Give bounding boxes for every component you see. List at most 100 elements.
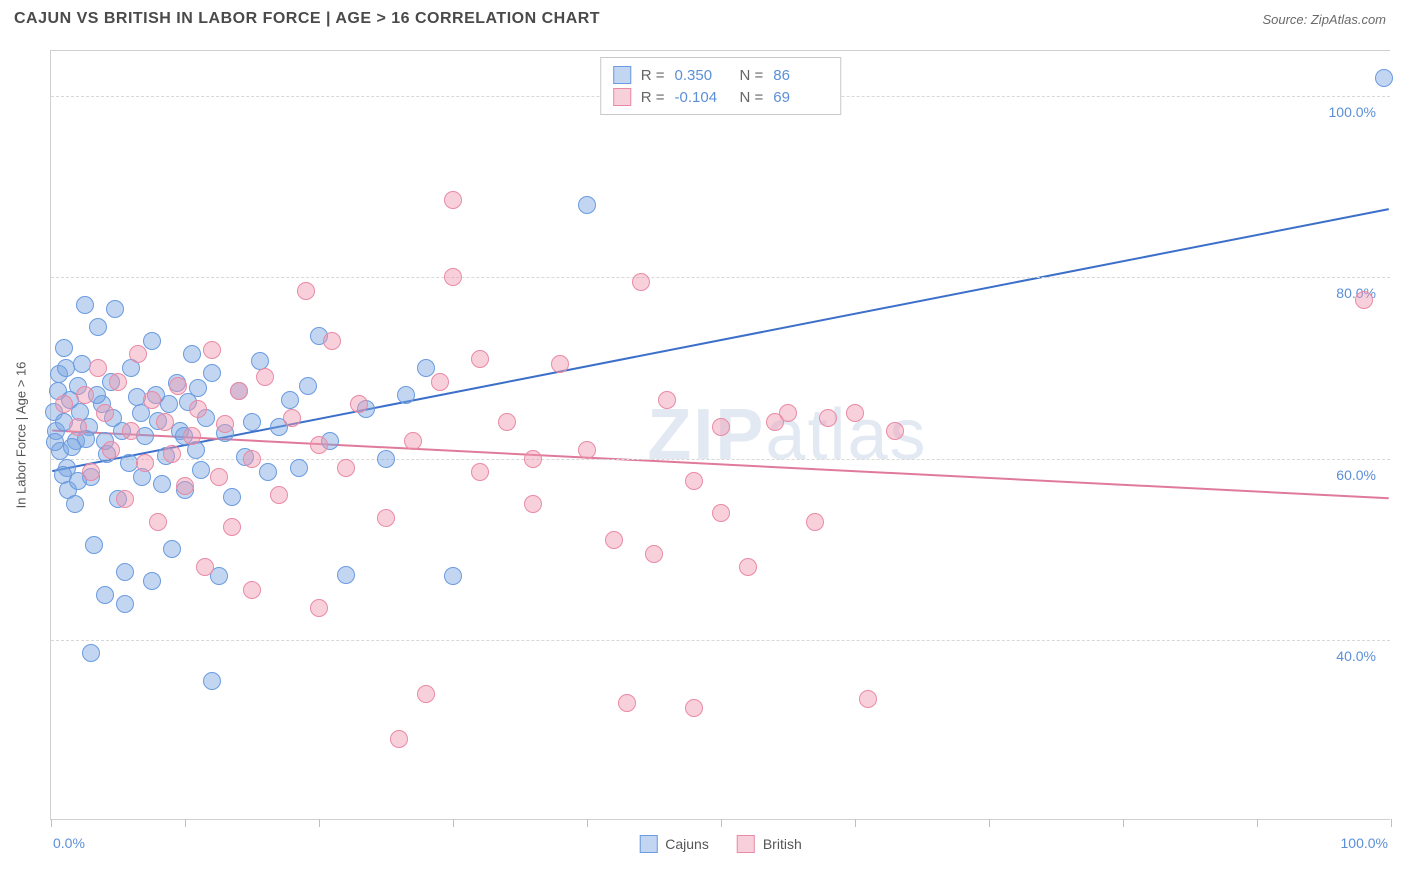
scatter-point [210,468,228,486]
scatter-point [417,685,435,703]
legend: Cajuns British [639,835,802,853]
scatter-point [189,379,207,397]
correlation-stats-box: R = 0.350 N = 86 R = -0.104 N = 69 [600,57,842,115]
legend-swatch-british [737,835,755,853]
scatter-point [886,422,904,440]
scatter-point [471,350,489,368]
x-tick [855,819,856,827]
scatter-point [76,386,94,404]
scatter-point [46,433,64,451]
scatter-point [96,586,114,604]
y-axis-label: In Labor Force | Age > 16 [14,362,29,509]
n-value-british: 69 [773,89,828,106]
legend-label-cajuns: Cajuns [665,836,709,852]
scatter-point [143,572,161,590]
scatter-point [243,581,261,599]
scatter-point [337,459,355,477]
scatter-point [766,413,784,431]
stats-row-cajuns: R = 0.350 N = 86 [613,64,829,86]
scatter-point [819,409,837,427]
scatter-point [156,413,174,431]
scatter-point [189,400,207,418]
scatter-point [143,332,161,350]
scatter-point [85,536,103,554]
scatter-point [397,386,415,404]
scatter-point [129,345,147,363]
scatter-point [82,463,100,481]
scatter-point [223,518,241,536]
scatter-point [712,418,730,436]
swatch-british [613,88,631,106]
scatter-point [498,413,516,431]
scatter-point [658,391,676,409]
scatter-point [136,454,154,472]
scatter-point [1355,291,1373,309]
scatter-point [89,318,107,336]
scatter-point [859,690,877,708]
scatter-point [109,373,127,391]
plot-area: ZIPatlas 40.0%60.0%80.0%100.0% [51,51,1390,819]
scatter-point [283,409,301,427]
x-tick [319,819,320,827]
scatter-point [203,341,221,359]
scatter-point [299,377,317,395]
x-tick [453,819,454,827]
scatter-point [196,558,214,576]
scatter-point [160,395,178,413]
scatter-point [89,359,107,377]
scatter-point [203,364,221,382]
scatter-point [323,332,341,350]
scatter-point [524,450,542,468]
stats-row-british: R = -0.104 N = 69 [613,86,829,108]
scatter-point [183,427,201,445]
chart-container: In Labor Force | Age > 16 ZIPatlas 40.0%… [50,50,1390,820]
scatter-point [163,445,181,463]
gridline [51,640,1390,641]
scatter-point [76,296,94,314]
scatter-point [69,418,87,436]
scatter-point [149,513,167,531]
scatter-point [183,345,201,363]
scatter-point [444,268,462,286]
scatter-point [96,404,114,422]
r-value-british: -0.104 [675,89,730,106]
scatter-point [281,391,299,409]
x-tick [587,819,588,827]
chart-title: CAJUN VS BRITISH IN LABOR FORCE | AGE > … [14,10,600,28]
x-tick [989,819,990,827]
scatter-point [176,477,194,495]
scatter-point [377,509,395,527]
scatter-point [116,595,134,613]
n-label: N = [740,67,764,84]
x-tick [721,819,722,827]
scatter-point [290,459,308,477]
scatter-point [55,395,73,413]
scatter-point [230,382,248,400]
n-label: N = [740,89,764,106]
scatter-point [685,472,703,490]
scatter-point [712,504,730,522]
scatter-point [806,513,824,531]
scatter-point [259,463,277,481]
scatter-point [216,415,234,433]
y-tick-label: 100.0% [1325,104,1380,120]
source-attribution: Source: ZipAtlas.com [1262,12,1386,27]
scatter-point [1375,69,1393,87]
scatter-point [739,558,757,576]
scatter-point [57,359,75,377]
scatter-point [524,495,542,513]
scatter-point [685,699,703,717]
scatter-point [578,441,596,459]
scatter-point [106,300,124,318]
scatter-point [223,488,241,506]
scatter-point [163,540,181,558]
scatter-point [256,368,274,386]
scatter-point [471,463,489,481]
scatter-point [169,377,187,395]
legend-item-cajuns: Cajuns [639,835,709,853]
x-tick [1257,819,1258,827]
x-tick [1123,819,1124,827]
scatter-point [605,531,623,549]
scatter-point [377,450,395,468]
scatter-point [122,422,140,440]
